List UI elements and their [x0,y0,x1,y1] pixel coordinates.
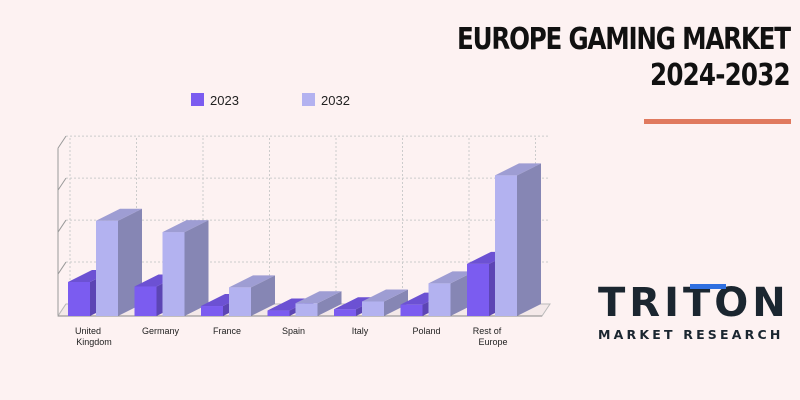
bar-2023-front [334,309,356,316]
bar-2032-side [517,163,541,316]
category-label: Rest of Europe [473,326,508,347]
category-label: Poland [412,326,440,336]
axis-tick [57,177,67,191]
bar-2032-top [428,271,475,284]
category-labels: United Kingdom Germany France Spain Italy Pola… [75,326,508,347]
bar-2032-side [317,291,342,316]
legend-swatch [191,93,204,106]
bar-2032 [295,291,342,316]
legend-label: 2023 [210,93,239,108]
bar-2032-side [251,275,275,316]
bar-2032-top [362,289,408,302]
category-label-line: Spain [282,326,305,336]
category-label: Italy [352,326,369,336]
bar-2032-front [495,175,517,316]
axis-tick [57,135,67,149]
bar-2032-front [229,287,251,316]
bar-2032-front [162,232,185,316]
category-label: France [213,326,241,336]
category-label-line: Rest of [473,326,502,336]
bar-2032-side [384,289,408,316]
chart-legend: 2023 2032 [191,93,350,108]
bar-2023-front [467,263,489,316]
title-underline [644,119,791,124]
axis-tick [57,261,67,275]
logo-accent-bar [690,284,726,289]
category-label-line: United [75,326,101,336]
bar-2023-front [68,281,90,316]
category-label-line: France [213,326,241,336]
bar-2032-front [295,303,318,316]
category-label-line: Kingdom [76,337,112,347]
bar-2032-side [184,220,209,316]
bar-2032 [362,289,408,316]
bar-2032 [162,220,209,316]
category-label: United Kingdom [75,326,112,347]
category-label-line: Europe [478,337,507,347]
category-label: Germany [142,326,180,336]
bar-2032-top [96,208,142,221]
bar-2032-top [495,163,541,176]
bar-2023-front [267,310,290,316]
page-title: EUROPE GAMING MARKET 2024-2032 [384,22,791,94]
bar-2032-top [229,275,275,288]
bar-2032-front [362,301,384,316]
title-line-2: 2024-2032 [650,58,791,93]
legend-label: 2032 [321,93,350,108]
category-label-line: Poland [412,326,440,336]
category-label: Spain [282,326,305,336]
bar-2032-top [295,291,342,304]
title-line-1: EUROPE GAMING MARKET [457,22,791,57]
bar-2023-front [201,306,223,316]
bar-2023-front [400,304,423,316]
triton-logo: TRITON MARKET RESEARCH [598,281,788,342]
legend-swatch [302,93,315,106]
bar-2032 [229,275,275,316]
axis-tick [57,219,67,233]
bar-2023-front [134,286,157,316]
logo-tagline: MARKET RESEARCH [598,327,784,342]
bar-2032-front [428,283,451,316]
bar-2032-top [162,220,209,233]
bar-2032 [495,163,541,316]
chart-bars [68,163,541,316]
bar-2032-front [96,220,118,316]
category-label-line: Italy [352,326,369,336]
category-label-line: Germany [142,326,180,336]
